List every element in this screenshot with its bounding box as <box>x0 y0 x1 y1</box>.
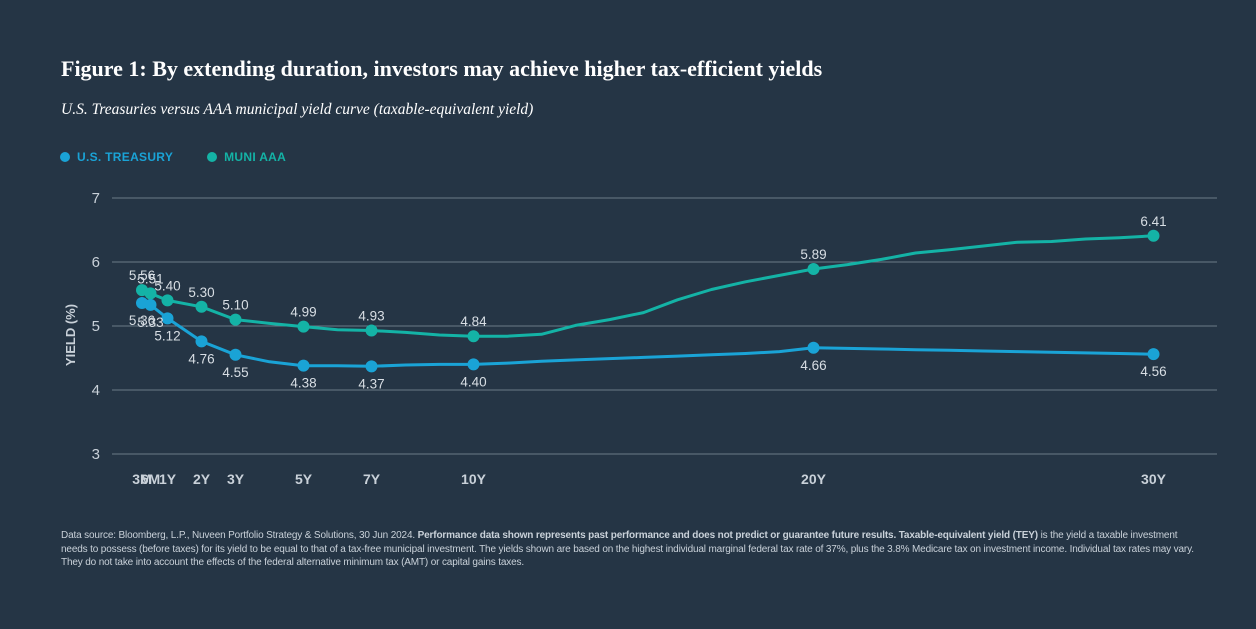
data-label-treasury: 4.76 <box>188 351 214 366</box>
x-tick-label: 10Y <box>461 471 487 487</box>
data-point-muni <box>1147 229 1160 242</box>
legend-item-treasury: U.S. TREASURY <box>60 150 173 164</box>
data-point-treasury <box>365 360 378 373</box>
x-tick-label: 30Y <box>1141 471 1167 487</box>
series-lines <box>141 234 1154 368</box>
data-point-treasury <box>195 335 208 348</box>
x-tick-label: 3M <box>132 471 151 487</box>
legend-item-muni: MUNI AAA <box>207 150 286 164</box>
chart-title: Figure 1: By extending duration, investo… <box>61 56 823 81</box>
x-tick-label: 5Y <box>295 471 313 487</box>
footnote-tey-definition: is the yield a taxable investment needs … <box>61 530 1194 568</box>
data-point-treasury <box>807 341 820 354</box>
y-tick-label: 4 <box>92 382 100 399</box>
data-point-muni <box>144 287 157 300</box>
data-point-treasury <box>161 312 174 325</box>
y-tick-label: 6 <box>92 254 100 271</box>
x-tick-label: 2Y <box>193 471 211 487</box>
legend-marker-treasury <box>60 152 70 162</box>
series-line-treasury <box>141 301 1154 368</box>
data-point-muni <box>229 313 242 326</box>
data-label-muni: 5.40 <box>154 278 180 293</box>
data-point-muni <box>467 330 480 343</box>
data-label-muni: 5.30 <box>188 285 214 300</box>
data-label-muni: 4.93 <box>358 308 384 323</box>
series-points <box>136 229 1160 373</box>
series-line-muni <box>141 234 1154 338</box>
legend-label-treasury: U.S. TREASURY <box>77 150 174 164</box>
data-label-muni: 5.51 <box>137 271 163 286</box>
data-labels: 5.365.335.12 4.76 4.55 4.38 4.37 4.40 4.66 4.56… <box>129 214 1167 392</box>
footnote-disclaimer: Performance data shown represents past p… <box>417 530 1038 541</box>
data-label-muni: 4.99 <box>290 305 316 320</box>
x-tick-label: 20Y <box>801 471 827 487</box>
data-point-muni <box>807 263 820 276</box>
x-tick-label: 6M <box>141 471 160 487</box>
chart-legend: U.S. TREASURY MUNI AAA <box>60 150 286 164</box>
y-tick-label: 3 <box>92 446 100 463</box>
data-label-treasury: 4.55 <box>222 365 248 380</box>
x-tick-label: 7Y <box>363 471 381 487</box>
y-axis-ticks: 3 4 5 6 7 <box>92 190 100 463</box>
data-label-treasury: 4.38 <box>290 376 316 391</box>
data-point-muni <box>161 294 174 307</box>
data-point-muni <box>195 300 208 313</box>
legend-marker-muni <box>207 152 218 162</box>
data-label-treasury: 5.33 <box>137 315 163 330</box>
x-tick-label: 1Y <box>159 471 177 487</box>
footnote: Data source: Bloomberg, L.P., Nuveen Por… <box>61 529 1196 570</box>
data-label-treasury: 4.66 <box>800 358 826 373</box>
legend-label-muni: MUNI AAA <box>224 150 287 164</box>
x-tick-label: 3Y <box>227 471 245 487</box>
data-point-treasury <box>229 348 242 361</box>
y-axis-label: YIELD (%) <box>63 304 78 366</box>
data-label-treasury: 4.40 <box>460 374 486 389</box>
data-label-treasury: 4.37 <box>358 376 384 391</box>
data-point-muni <box>365 324 378 337</box>
data-point-treasury <box>1147 348 1160 361</box>
data-label-muni: 5.10 <box>222 298 248 313</box>
data-point-muni <box>297 320 310 333</box>
y-tick-label: 7 <box>92 190 100 207</box>
data-point-treasury <box>297 359 310 372</box>
gridlines <box>112 197 1217 455</box>
footnote-source: Data source: Bloomberg, L.P., Nuveen Por… <box>61 530 418 541</box>
data-point-treasury <box>144 298 157 311</box>
data-label-treasury: 5.36 <box>129 313 155 328</box>
data-label-muni: 4.84 <box>460 314 487 329</box>
chart-subtitle: U.S. Treasuries versus AAA municipal yie… <box>61 101 534 118</box>
data-label-muni: 5.89 <box>800 247 826 262</box>
data-label-treasury: 5.12 <box>154 328 180 343</box>
data-label-muni: 6.41 <box>1140 214 1166 229</box>
data-point-treasury <box>467 358 480 371</box>
y-tick-label: 5 <box>92 318 100 335</box>
data-label-treasury: 4.56 <box>1140 364 1166 379</box>
data-label-muni: 5.56 <box>129 268 155 283</box>
